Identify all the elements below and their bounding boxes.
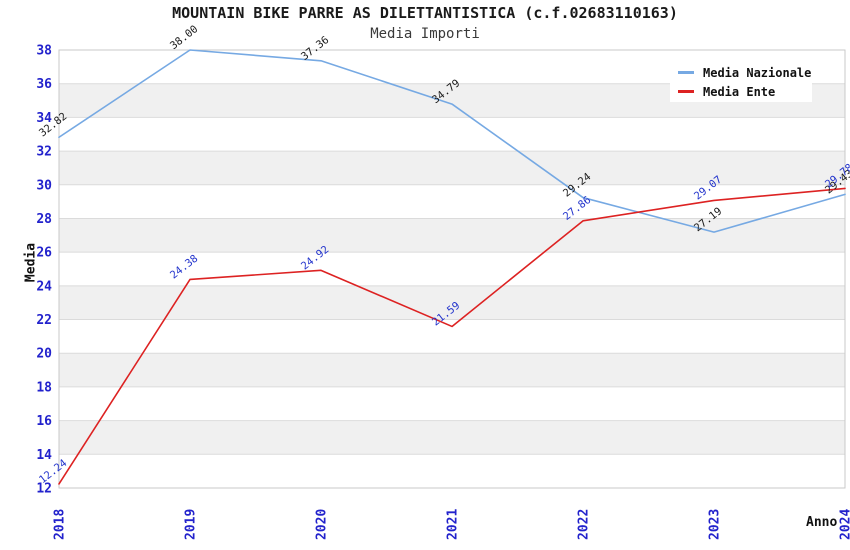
x-tick-label: 2022 — [577, 509, 592, 540]
y-tick-label: 36 — [36, 77, 52, 92]
legend-item-media-nazionale: Media Nazionale — [678, 63, 812, 82]
chart-subtitle: Media Importi — [370, 26, 480, 42]
y-tick-label: 14 — [36, 448, 52, 463]
legend-swatch-media-nazionale — [678, 71, 694, 74]
x-tick-label: 2018 — [53, 509, 68, 540]
y-tick-label: 22 — [36, 313, 52, 328]
grid-band — [59, 151, 845, 185]
grid-band — [59, 353, 845, 387]
data-point-label: 24.38 — [168, 253, 200, 282]
y-tick-label: 26 — [36, 246, 52, 261]
x-tick-label: 2023 — [708, 509, 723, 540]
grid-band — [59, 420, 845, 455]
legend-item-media-ente: Media Ente — [678, 82, 812, 101]
y-tick-label: 28 — [36, 212, 52, 227]
y-tick-label: 12 — [36, 482, 52, 497]
x-tick-label: 2020 — [315, 509, 330, 540]
y-axis-title: Media — [23, 242, 39, 283]
y-tick-label: 30 — [36, 178, 52, 193]
data-point-label: 38.00 — [168, 23, 200, 52]
chart-title: MOUNTAIN BIKE PARRE AS DILETTANTISTICA (… — [172, 4, 678, 22]
plot-border — [58, 49, 846, 489]
legend-swatch-media-ente — [678, 90, 694, 93]
x-axis-title: Anno — [806, 515, 838, 530]
y-tick-label: 24 — [36, 279, 52, 294]
legend-label-media-ente: Media Ente — [703, 84, 776, 99]
x-tick-label: 2019 — [184, 509, 199, 540]
y-tick-label: 38 — [36, 44, 52, 59]
legend-label-media-nazionale: Media Nazionale — [703, 65, 812, 80]
y-tick-label: 18 — [36, 380, 52, 395]
y-tick-label: 20 — [36, 347, 52, 362]
legend: Media Nazionale Media Ente — [670, 58, 812, 102]
y-tick-label: 16 — [36, 414, 52, 429]
y-tick-label: 32 — [36, 145, 52, 160]
series-line-media-nazionale — [58, 49, 846, 233]
x-tick-label: 2021 — [446, 509, 461, 540]
series-line-media-ente — [58, 187, 846, 485]
grid-band — [59, 285, 845, 320]
y-tick-label: 34 — [36, 111, 52, 126]
x-tick-label: 2024 — [839, 509, 850, 540]
data-point-label: 37.36 — [299, 34, 331, 63]
grid-band — [59, 218, 845, 253]
